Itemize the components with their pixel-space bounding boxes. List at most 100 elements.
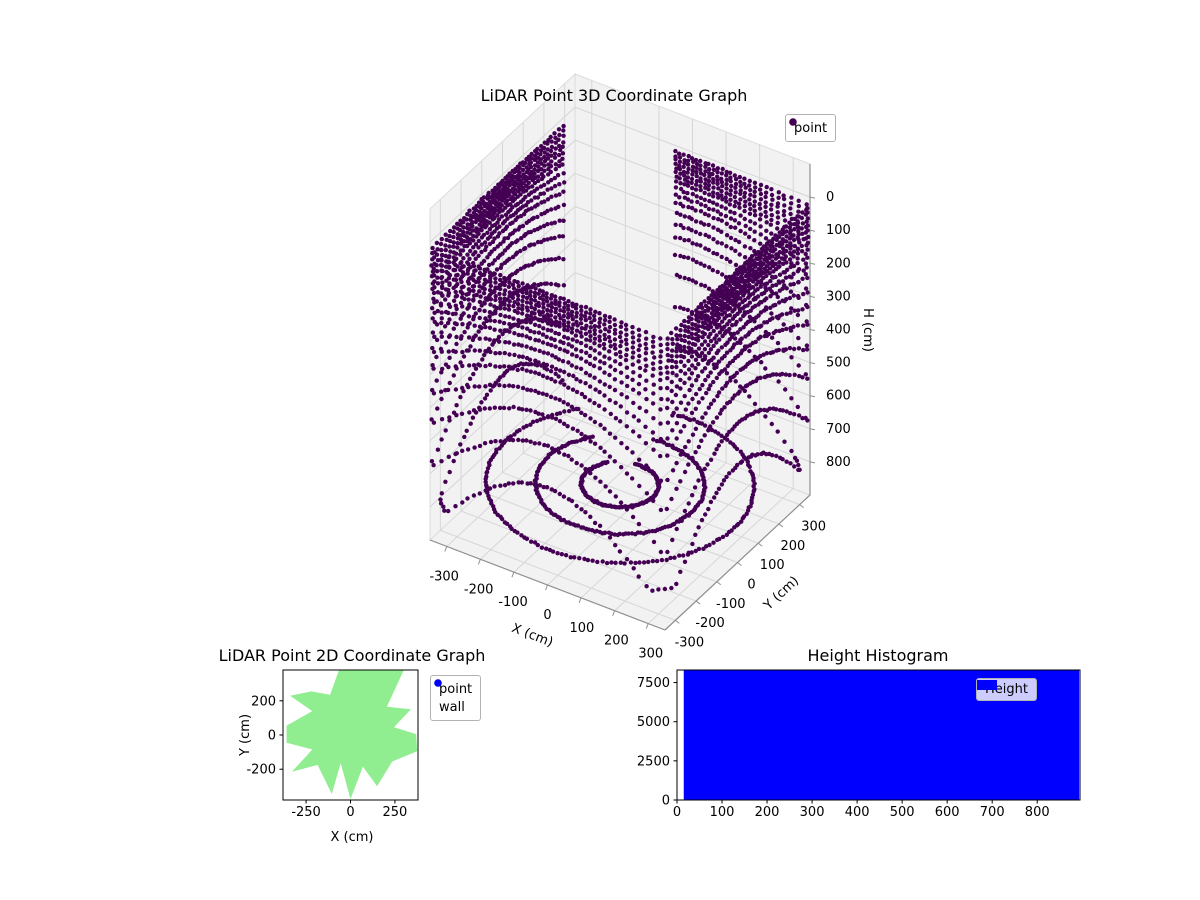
data-point bbox=[631, 350, 636, 355]
tick-mark bbox=[612, 610, 616, 616]
data-point bbox=[465, 325, 470, 330]
data-point bbox=[588, 338, 593, 343]
data-point bbox=[511, 384, 516, 389]
data-point bbox=[618, 404, 623, 409]
data-point bbox=[467, 288, 473, 293]
data-point bbox=[651, 382, 656, 387]
data-point bbox=[513, 217, 518, 223]
data-point bbox=[607, 356, 612, 361]
data-point bbox=[467, 376, 473, 381]
data-point bbox=[430, 363, 435, 368]
data-point bbox=[736, 239, 742, 245]
data-point bbox=[724, 329, 729, 334]
data-point bbox=[485, 230, 490, 235]
data-point bbox=[545, 312, 550, 317]
data-point bbox=[524, 220, 529, 225]
data-point bbox=[548, 281, 554, 287]
data-point bbox=[695, 374, 701, 379]
data-point bbox=[724, 221, 729, 226]
data-point bbox=[532, 441, 537, 446]
data-point bbox=[473, 242, 479, 247]
data-point bbox=[537, 348, 542, 354]
data-point bbox=[557, 300, 562, 305]
data-point bbox=[673, 235, 678, 240]
data-point bbox=[520, 354, 525, 359]
data-point bbox=[728, 278, 733, 284]
data-point bbox=[719, 345, 724, 350]
data-point bbox=[733, 262, 739, 268]
data-point bbox=[495, 255, 501, 260]
data-point bbox=[560, 151, 566, 156]
data-point bbox=[552, 337, 557, 343]
data-point bbox=[532, 242, 537, 247]
data-point bbox=[803, 286, 809, 291]
data-point bbox=[461, 272, 466, 277]
data-point bbox=[698, 179, 703, 184]
data-point bbox=[555, 173, 561, 178]
data-point bbox=[562, 334, 567, 340]
data-point bbox=[447, 355, 452, 360]
data-point bbox=[706, 506, 711, 512]
data-point bbox=[512, 170, 517, 175]
x-tick-label: 0 bbox=[346, 805, 354, 820]
data-point bbox=[720, 197, 725, 202]
data-point bbox=[512, 432, 517, 437]
data-point bbox=[550, 549, 556, 554]
data-point bbox=[707, 265, 712, 270]
data-point bbox=[718, 411, 723, 416]
data-point bbox=[788, 228, 793, 233]
data-point bbox=[562, 180, 567, 185]
data-point bbox=[665, 385, 670, 391]
data-point bbox=[470, 337, 476, 343]
data-point bbox=[477, 405, 482, 410]
data-point bbox=[673, 169, 678, 175]
data-point bbox=[528, 481, 533, 486]
data-point bbox=[752, 189, 757, 194]
data-point bbox=[734, 370, 740, 376]
data-point bbox=[696, 319, 701, 324]
data-point bbox=[693, 229, 699, 235]
tick-mark bbox=[545, 584, 548, 591]
data-point bbox=[727, 471, 732, 476]
data-point bbox=[783, 387, 788, 392]
data-point bbox=[775, 340, 781, 346]
data-point bbox=[455, 264, 460, 269]
data-point bbox=[561, 283, 567, 288]
data-point bbox=[764, 281, 770, 286]
data-point bbox=[644, 409, 649, 414]
data-point bbox=[574, 377, 579, 382]
data-point bbox=[693, 357, 699, 362]
data-point bbox=[598, 422, 603, 428]
data-point bbox=[636, 574, 641, 579]
data-point bbox=[528, 388, 534, 393]
data-point bbox=[487, 252, 492, 257]
data-point bbox=[636, 359, 641, 364]
data-point bbox=[774, 372, 779, 377]
data-point bbox=[795, 247, 801, 252]
data-point bbox=[743, 231, 748, 236]
data-point bbox=[674, 333, 679, 338]
data-point bbox=[674, 210, 680, 216]
data-point bbox=[673, 392, 679, 398]
data-point bbox=[579, 463, 584, 468]
data-point bbox=[538, 157, 543, 162]
data-point bbox=[477, 315, 482, 321]
data-point bbox=[538, 148, 544, 153]
data-point bbox=[592, 313, 597, 319]
data-point bbox=[742, 344, 748, 349]
data-point bbox=[612, 459, 617, 464]
data-point bbox=[457, 227, 463, 233]
data-point bbox=[728, 440, 733, 445]
data-point bbox=[804, 343, 810, 348]
data-point bbox=[484, 484, 489, 489]
data-point bbox=[703, 177, 708, 182]
data-point bbox=[702, 263, 707, 268]
data-point bbox=[732, 210, 737, 216]
data-point bbox=[530, 184, 535, 189]
data-point bbox=[733, 379, 738, 384]
data-point bbox=[742, 208, 747, 214]
data-point bbox=[528, 369, 533, 374]
data-point bbox=[749, 254, 755, 259]
data-point bbox=[781, 238, 787, 244]
data-point bbox=[529, 539, 534, 544]
